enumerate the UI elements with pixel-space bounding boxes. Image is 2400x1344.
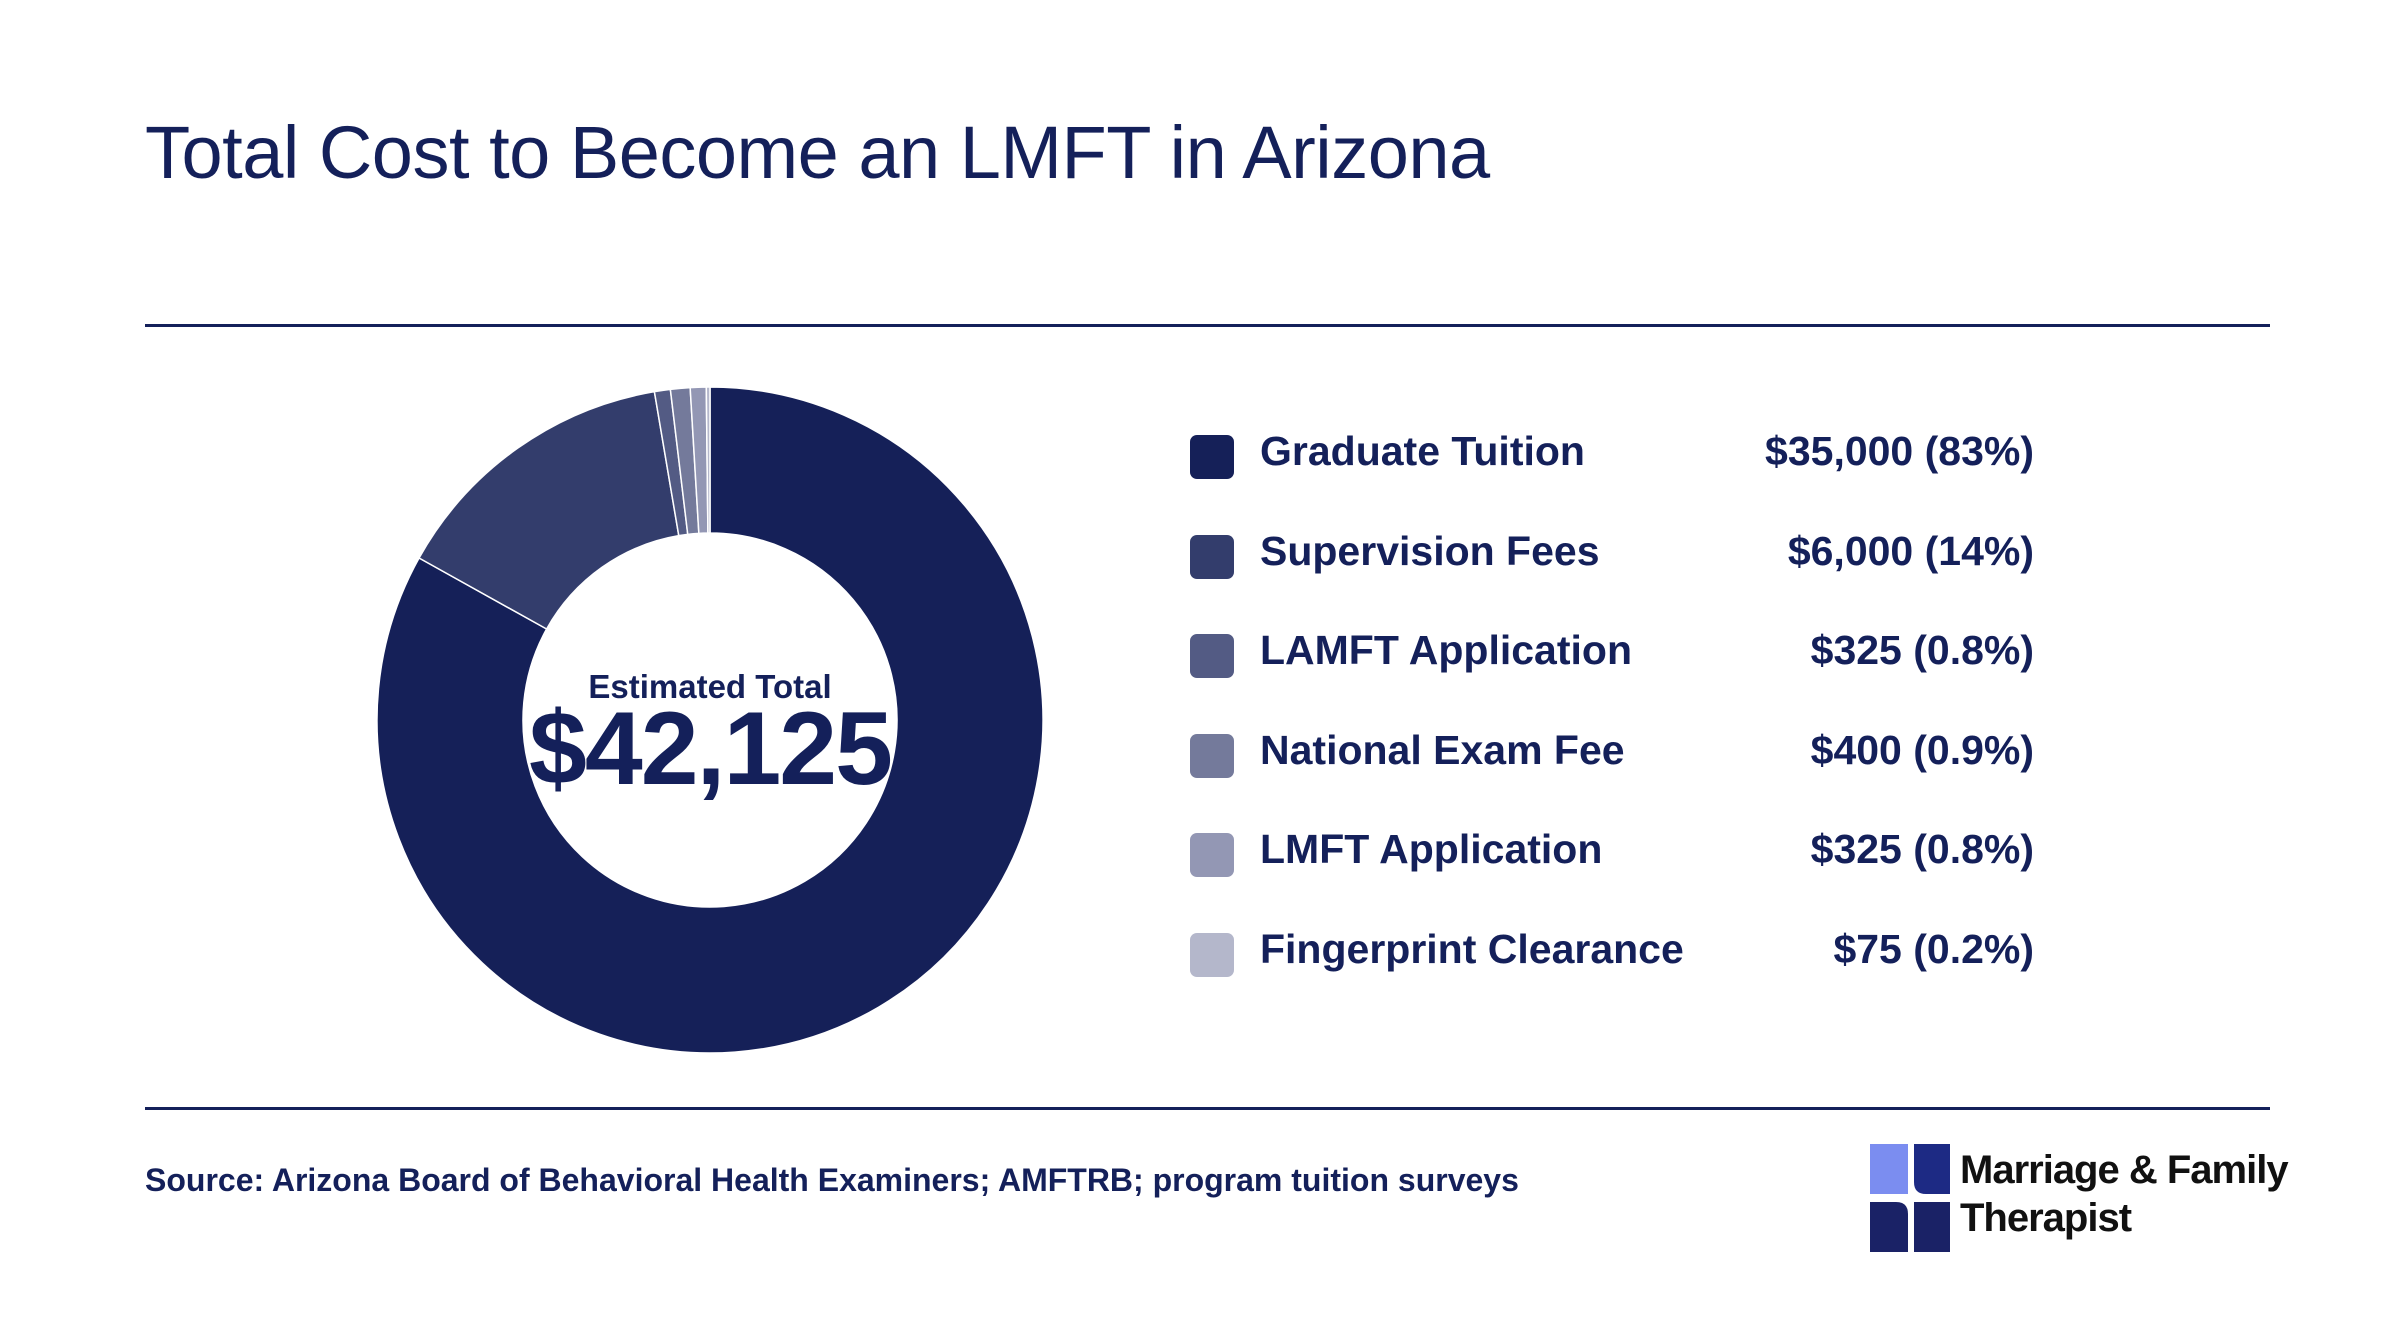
donut-chart bbox=[376, 386, 1044, 1054]
legend-swatch bbox=[1190, 634, 1234, 678]
donut-slice-fingerprint-clearance bbox=[705, 386, 711, 534]
legend-value: $6,000 (14%) bbox=[1787, 527, 2034, 574]
top-divider bbox=[145, 324, 2270, 327]
legend-item-lmft-application: LMFT Application $325 (0.8%) bbox=[1190, 818, 2040, 918]
logo-line-1: Marriage & Family bbox=[1960, 1148, 2289, 1192]
legend-item-national-exam-fee: National Exam Fee $400 (0.9%) bbox=[1190, 719, 2040, 819]
logo-line-2: Therapist bbox=[1960, 1196, 2132, 1240]
legend-value: $400 (0.9%) bbox=[1810, 726, 2034, 773]
brand-logo: Marriage & Family Therapist bbox=[1870, 1140, 2289, 1260]
legend-swatch bbox=[1190, 534, 1234, 579]
legend-value: $325 (0.8%) bbox=[1810, 627, 2034, 673]
center-label: Estimated Total bbox=[588, 668, 832, 705]
donut-slice-supervision-fees bbox=[418, 390, 680, 631]
chart-legend: Graduate Tuition $35,000 (83%) Supervision… bbox=[1190, 420, 2040, 1017]
legend-item-graduate-tuition: Graduate Tuition $35,000 (83%) bbox=[1190, 420, 2040, 520]
legend-label: LAMFT Application bbox=[1260, 627, 1632, 673]
center-total-value: $42,125 bbox=[529, 691, 893, 807]
legend-label: Fingerprint Clearance bbox=[1260, 925, 1684, 972]
legend-swatch bbox=[1190, 833, 1234, 877]
legend-label: National Exam Fee bbox=[1260, 726, 1625, 773]
legend-value: $325 (0.8%) bbox=[1810, 826, 2034, 872]
legend-swatch bbox=[1190, 932, 1234, 977]
chart-title: Total Cost to Become an LMFT in Arizona bbox=[145, 111, 1490, 194]
legend-value: $35,000 (83%) bbox=[1765, 428, 2034, 474]
source-note: Source: Arizona Board of Behavioral Heal… bbox=[145, 1162, 1519, 1198]
legend-item-supervision-fees: Supervision Fees $6,000 (14%) bbox=[1190, 520, 2040, 620]
donut-slice-graduate-tuition bbox=[376, 386, 1044, 1054]
logo-text: Marriage & Family Therapist bbox=[1960, 1146, 2289, 1242]
legend-label: Supervision Fees bbox=[1260, 527, 1600, 574]
legend-item-fingerprint-clearance: Fingerprint Clearance $75 (0.2%) bbox=[1190, 918, 2040, 1018]
legend-swatch bbox=[1190, 733, 1234, 778]
logo-mark-icon bbox=[1870, 1144, 1950, 1252]
legend-swatch bbox=[1190, 435, 1234, 479]
legend-label: LMFT Application bbox=[1260, 826, 1603, 872]
legend-item-lamft-application: LAMFT Application $325 (0.8%) bbox=[1190, 619, 2040, 719]
bottom-divider bbox=[145, 1107, 2270, 1110]
legend-value: $75 (0.2%) bbox=[1833, 925, 2034, 972]
legend-label: Graduate Tuition bbox=[1260, 428, 1585, 474]
